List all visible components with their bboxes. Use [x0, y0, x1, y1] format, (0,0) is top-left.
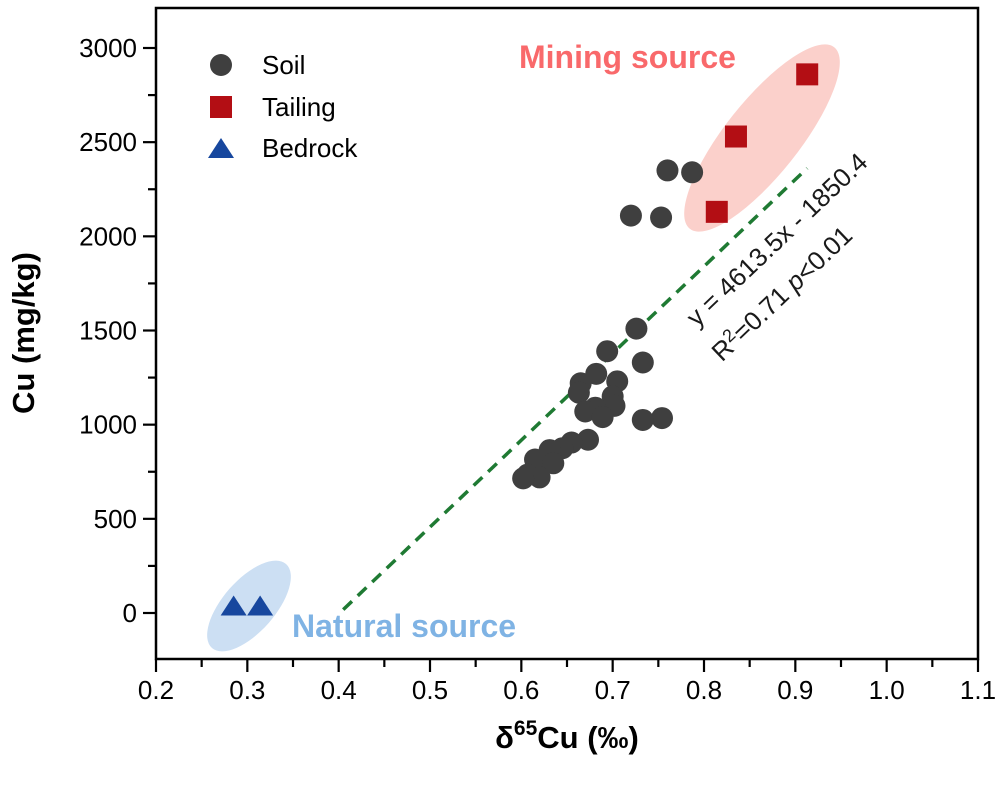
- legend-marker-soil: [210, 54, 232, 76]
- x-tick-label: 0.3: [229, 675, 265, 705]
- x-tick-label: 0.4: [321, 675, 357, 705]
- soil-point: [596, 340, 619, 363]
- x-tick-label: 1.1: [960, 675, 996, 705]
- x-tick-label: 1.0: [869, 675, 905, 705]
- soil-point: [591, 406, 614, 429]
- y-tick-label: 3000: [79, 33, 137, 63]
- legend-label-tailing: Tailing: [262, 92, 336, 122]
- y-tick-label: 500: [94, 504, 137, 534]
- natural-ellipse: [207, 560, 291, 652]
- legend-marker-bedrock: [208, 138, 234, 158]
- mining-ellipse: [684, 44, 840, 232]
- soil-point: [619, 204, 642, 227]
- bedrock-point: [220, 595, 247, 616]
- tailing-point: [724, 125, 747, 148]
- soil-point: [512, 467, 535, 490]
- x-tick-label: 0.9: [777, 675, 813, 705]
- soil-point: [528, 466, 551, 489]
- x-tick-label: 0.7: [595, 675, 631, 705]
- soil-point: [656, 159, 679, 182]
- soil-point: [625, 317, 648, 340]
- soil-point: [577, 428, 600, 451]
- y-tick-label: 1000: [79, 410, 137, 440]
- soil-point: [574, 400, 597, 423]
- soil-point: [650, 407, 673, 430]
- soil-point: [650, 206, 673, 229]
- soil-point: [631, 351, 654, 374]
- bedrock-point: [247, 595, 274, 616]
- x-axis-title: δ65Cu (‰): [495, 717, 639, 755]
- soil-point: [681, 161, 704, 184]
- tailing-point: [705, 200, 728, 223]
- y-axis-title: Cu (mg/kg): [6, 252, 41, 414]
- soil-point: [567, 381, 590, 404]
- x-tick-label: 0.8: [686, 675, 722, 705]
- y-tick-label: 2500: [79, 127, 137, 157]
- y-tick-label: 2000: [79, 221, 137, 251]
- y-tick-label: 1500: [79, 316, 137, 346]
- x-tick-label: 0.5: [412, 675, 448, 705]
- legend-label-bedrock: Bedrock: [262, 133, 358, 163]
- legend-label-soil: Soil: [262, 50, 305, 80]
- soil-point: [542, 452, 565, 475]
- legend-marker-tailing: [210, 96, 232, 118]
- x-tick-label: 0.2: [138, 675, 174, 705]
- x-tick-label: 0.6: [503, 675, 539, 705]
- natural-source-label: Natural source: [292, 608, 516, 644]
- soil-point: [631, 408, 654, 431]
- mining-source-label: Mining source: [519, 39, 736, 75]
- y-tick-label: 0: [123, 598, 137, 628]
- tailing-point: [796, 63, 819, 86]
